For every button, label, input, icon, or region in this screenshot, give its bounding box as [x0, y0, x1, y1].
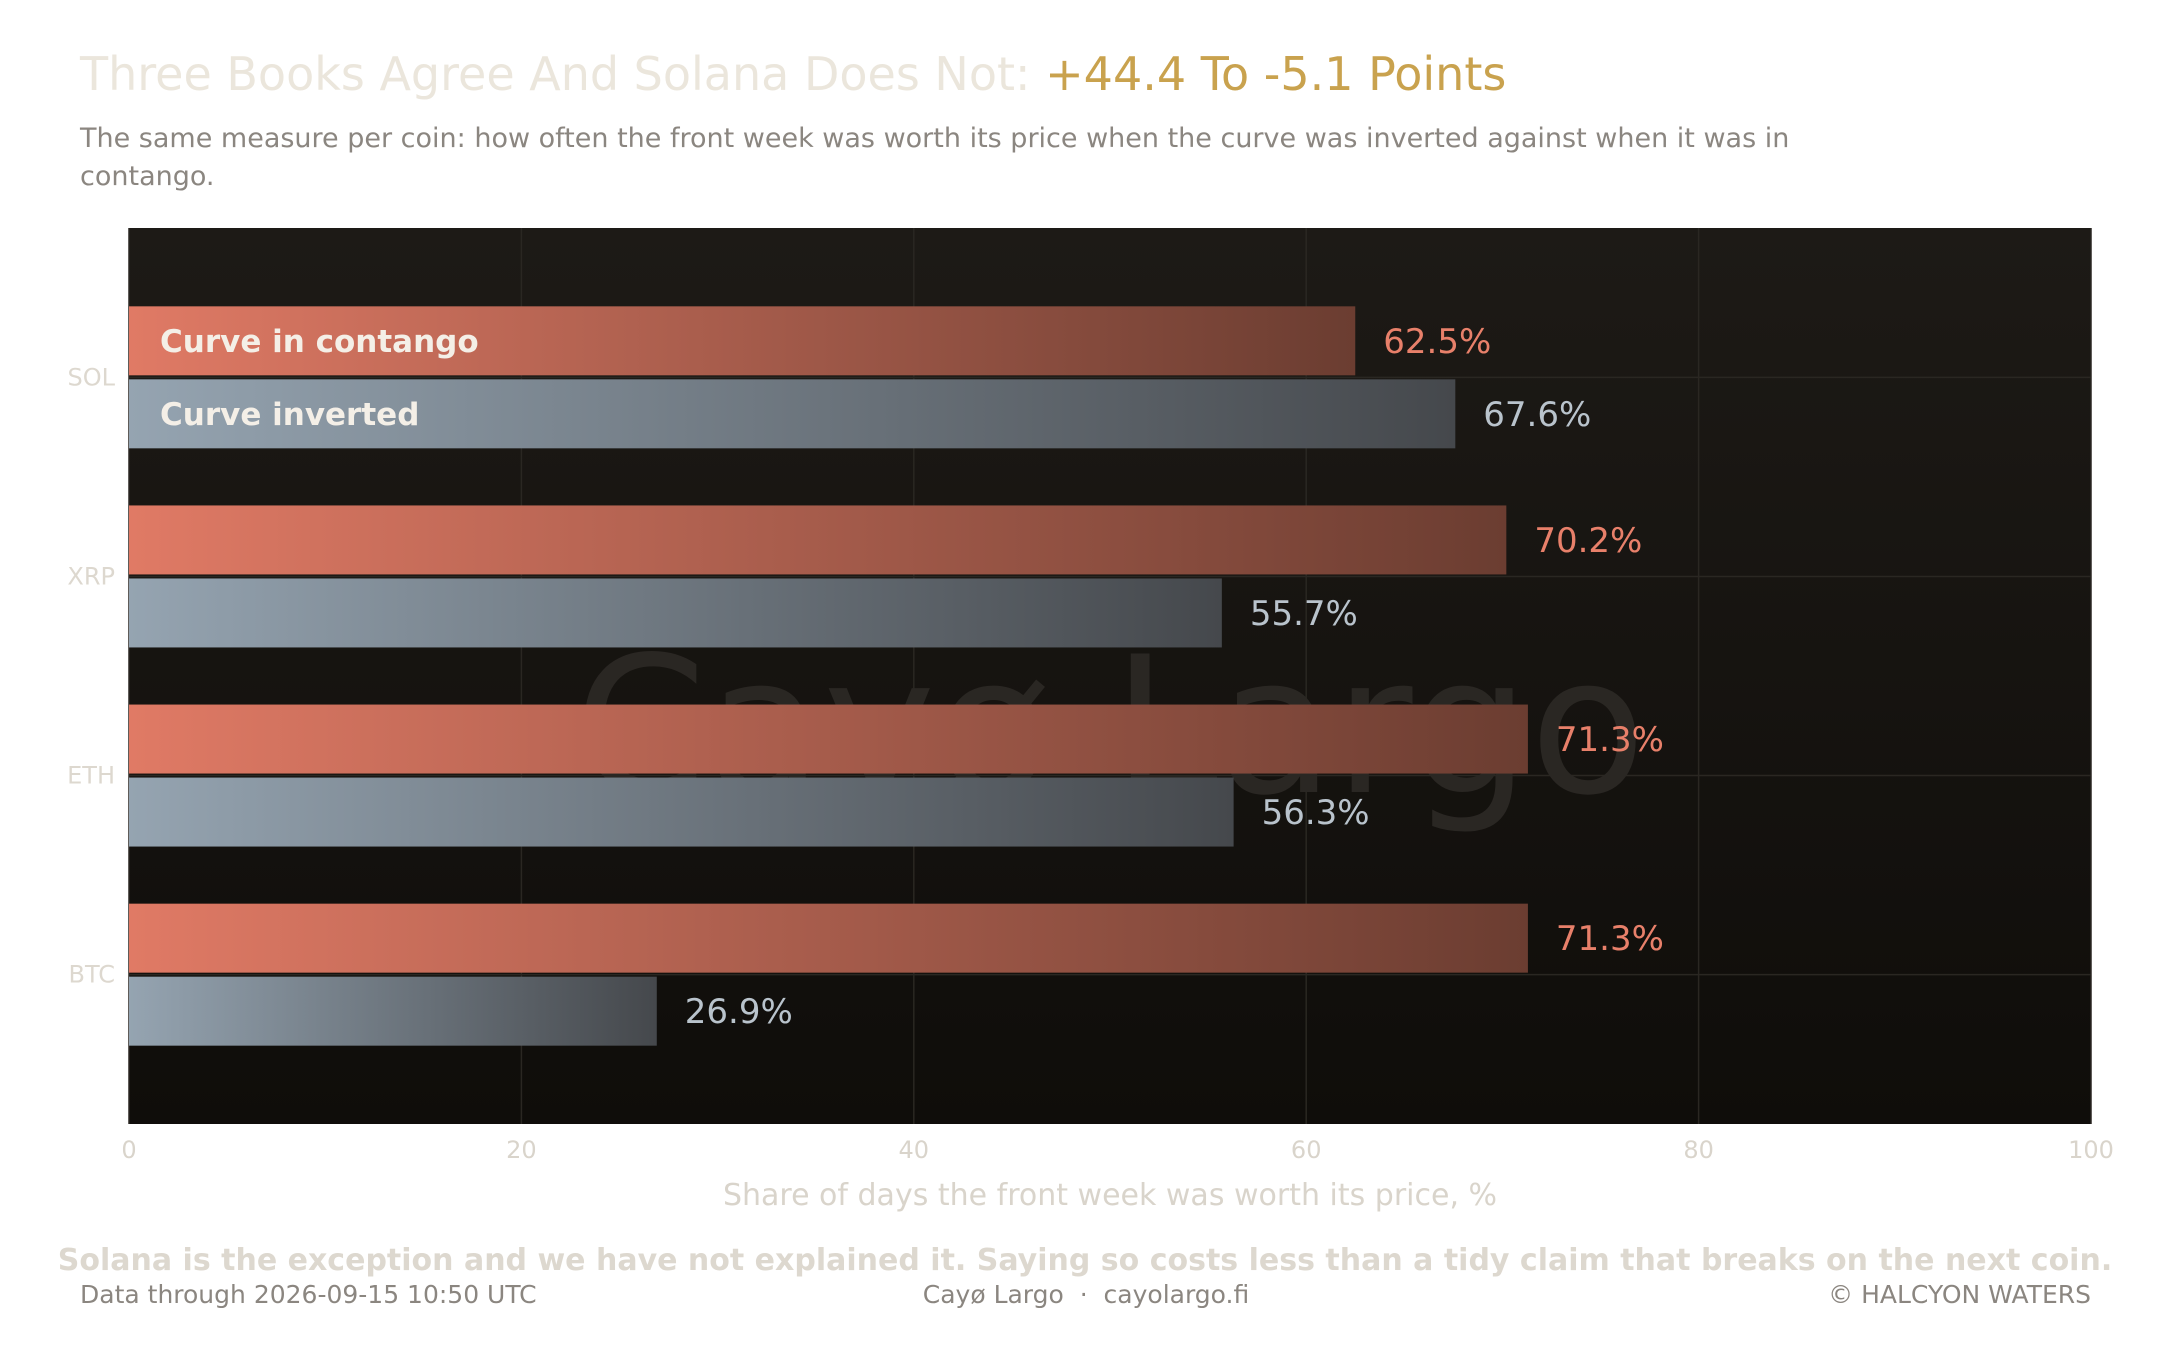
x-tick-label: 100 — [2068, 1136, 2114, 1164]
x-tick-label: 0 — [121, 1136, 136, 1164]
value-label: 71.3% — [1556, 919, 1664, 959]
bar — [129, 903, 1528, 973]
bar — [129, 505, 1507, 575]
footnote: Solana is the exception and we have not … — [58, 1243, 2112, 1278]
value-label: 56.3% — [1262, 793, 1370, 833]
x-tick-label: 40 — [899, 1136, 930, 1164]
x-tick-label: 80 — [1683, 1136, 1714, 1164]
legend-label: Curve inverted — [160, 397, 419, 433]
brand: Cayø Largo · cayolargo.fi — [923, 1280, 1249, 1309]
title-highlight: +44.4 To -5.1 Points — [1045, 47, 1506, 101]
value-label: 55.7% — [1250, 594, 1358, 634]
x-tick-label: 20 — [506, 1136, 537, 1164]
bar — [129, 704, 1528, 774]
legend-label: Curve in contango — [160, 324, 479, 360]
y-tick-label: ETH — [67, 762, 115, 790]
value-label: 67.6% — [1483, 395, 1591, 435]
x-axis-label: Share of days the front week was worth i… — [723, 1178, 1497, 1213]
value-label: 71.3% — [1556, 720, 1664, 760]
value-label: 26.9% — [685, 992, 793, 1032]
y-tick-label: SOL — [68, 363, 116, 391]
bar — [129, 578, 1222, 648]
bar — [129, 306, 1356, 376]
copyright: © HALCYON WATERS — [1828, 1280, 2091, 1309]
y-tick-label: BTC — [69, 961, 115, 989]
bar — [129, 379, 1456, 449]
bar — [129, 777, 1234, 847]
chart-title: Three Books Agree And Solana Does Not: +… — [79, 47, 1506, 101]
y-tick-label: XRP — [67, 562, 115, 590]
chart-subtitle: The same measure per coin: how often the… — [79, 123, 1789, 192]
x-tick-label: 60 — [1291, 1136, 1322, 1164]
value-label: 70.2% — [1534, 521, 1642, 561]
title-text: Three Books Agree And Solana Does Not: — [79, 47, 1031, 101]
plot: Cayø Largo62.5%Curve in contango67.6%Cur… — [128, 228, 2092, 1124]
value-label: 62.5% — [1383, 322, 1491, 362]
source: Data through 2026-09-15 10:50 UTC — [80, 1280, 537, 1309]
bar — [129, 976, 657, 1046]
